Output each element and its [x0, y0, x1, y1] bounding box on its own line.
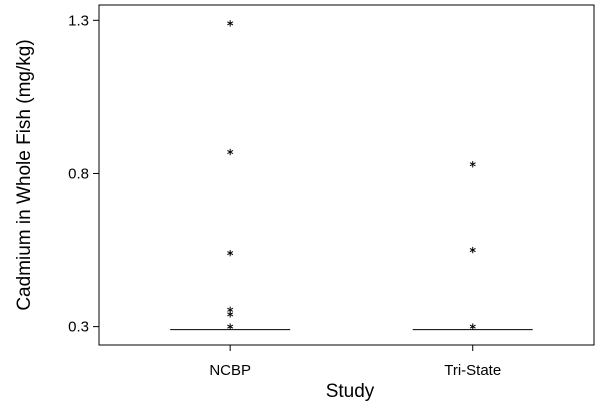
- data-point: [227, 323, 234, 330]
- y-axis: 0.3 0.8 1.3: [68, 12, 99, 336]
- data-point: [227, 311, 234, 318]
- data-point: [227, 20, 234, 27]
- y-axis-title: Cadmium in Whole Fish (mg/kg): [14, 39, 35, 310]
- x-axis-title: Study: [326, 381, 375, 402]
- data-point: [227, 249, 234, 257]
- data-point: [469, 323, 476, 330]
- plot-marks: [170, 20, 533, 331]
- x-tick-label: NCBP: [209, 362, 251, 379]
- data-point: [469, 246, 476, 254]
- y-tick-label: 0.8: [68, 165, 89, 182]
- data-point: [469, 161, 476, 168]
- y-tick-label: 1.3: [68, 12, 89, 29]
- data-point: [227, 148, 234, 156]
- x-tick-label: Tri-State: [444, 362, 501, 379]
- y-tick-label: 0.3: [68, 319, 89, 336]
- plot-frame: [98, 4, 595, 346]
- x-axis: NCBP Tri-State: [209, 345, 501, 379]
